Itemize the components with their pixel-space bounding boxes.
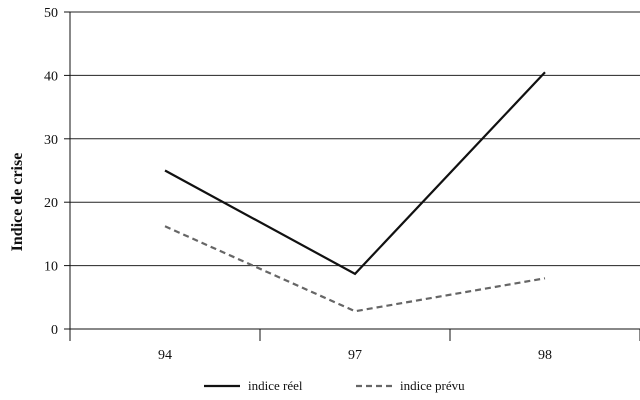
series-line-1 (164, 71, 546, 276)
y-tick-label: 30 (44, 133, 58, 148)
x-tick-label: 98 (538, 348, 552, 363)
legend: indice réel indice prévu (204, 378, 465, 393)
legend-label-1: indice réel (248, 378, 303, 393)
y-tick-label: 0 (51, 323, 58, 338)
gridlines (70, 11, 640, 267)
x-tick-label: 97 (348, 348, 362, 363)
y-tick-label: 40 (44, 69, 58, 84)
y-tick-label: 20 (44, 196, 58, 211)
y-tick-label: 50 (44, 6, 58, 21)
x-tick-label: 94 (158, 348, 172, 363)
series-line-2 (164, 225, 546, 313)
legend-label-2: indice prévu (400, 378, 465, 393)
x-axis-ticks: 94 97 98 (69, 329, 640, 363)
series-group (164, 71, 546, 313)
axes (69, 12, 640, 330)
y-tick-label: 10 (44, 260, 58, 275)
y-axis-label: Indice de crise (9, 153, 26, 252)
y-axis-ticks: 0 10 20 30 40 50 (44, 6, 70, 338)
